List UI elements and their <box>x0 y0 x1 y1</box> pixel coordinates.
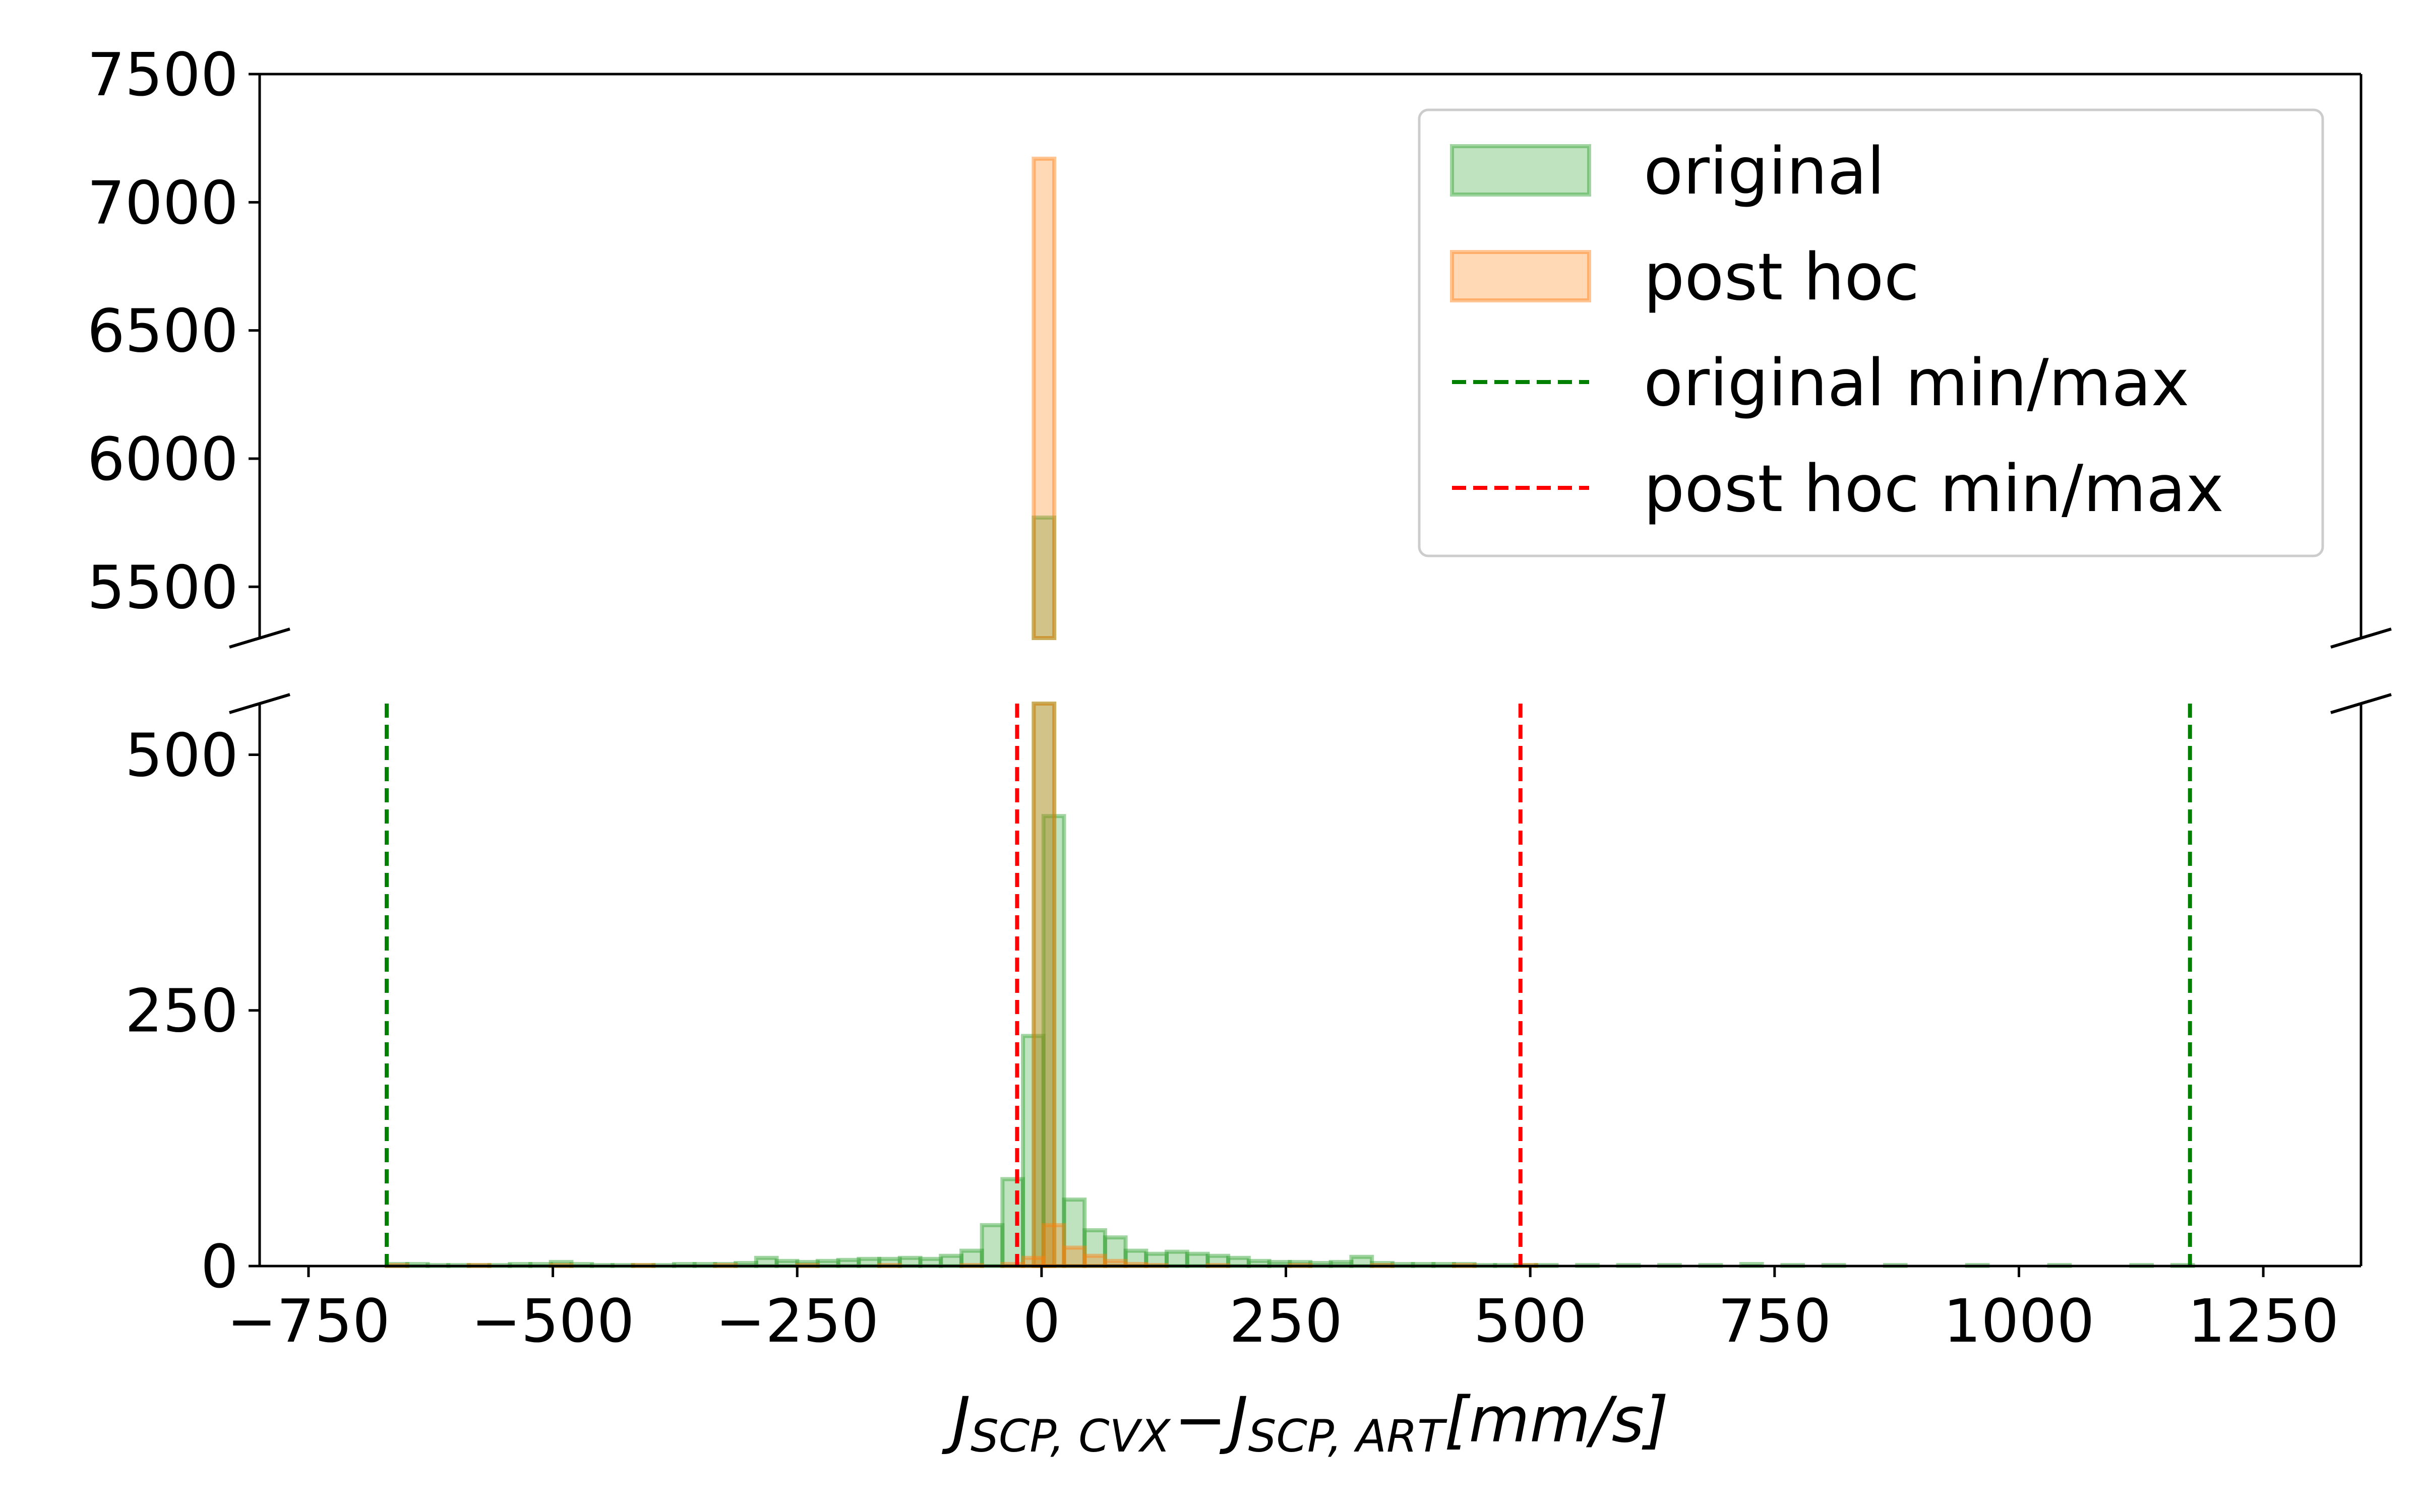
bar-post-hoc-lower <box>1041 1223 1066 1269</box>
x-tick-label: 750 <box>1718 1286 1831 1356</box>
x-tick-label: 0 <box>1022 1286 1060 1356</box>
bar-original-lower <box>1000 1177 1025 1269</box>
reference-lines <box>385 704 2192 1266</box>
lower-panel: 0 250 500 −750 −500 −250 0 250 500 750 1000 1250 <box>125 702 2363 1356</box>
upper-panel: 5500 6000 6500 7000 7500 <box>87 40 2363 641</box>
bar-original-lower <box>1349 1254 1374 1269</box>
x-tick-label: −750 <box>227 1286 390 1356</box>
bar-original-lower <box>1062 1198 1087 1269</box>
break-mark-lower-left <box>229 693 290 714</box>
x-ticks: −750 −500 −250 0 250 500 750 1000 1250 <box>227 1266 2339 1356</box>
bar-original-lower <box>1021 1034 1046 1269</box>
x-tick-label: 1250 <box>2188 1286 2339 1356</box>
x-tick-label: 500 <box>1474 1286 1587 1356</box>
bar-post-hoc-lower <box>1062 1245 1087 1268</box>
upper-y-ticks: 5500 6000 6500 7000 7500 <box>87 40 260 622</box>
x-tick-label: 250 <box>1229 1286 1343 1356</box>
bar-post-hoc-lower <box>1082 1253 1107 1268</box>
bar-original-upper <box>1032 515 1057 641</box>
bar-original-lower <box>1082 1228 1107 1269</box>
bar-original-lower <box>1041 814 1066 1268</box>
x-tick-label: −250 <box>715 1286 879 1356</box>
bar-original-lower <box>939 1253 963 1268</box>
break-mark-upper-right <box>2330 627 2392 649</box>
x-axis-label: JSCP, CVX−JSCP, ART[mm/s] <box>941 1384 1668 1462</box>
bar-original-lower <box>980 1223 1005 1269</box>
axis-break-marks <box>229 627 2392 714</box>
lower-y-ticks: 0 250 500 <box>125 720 260 1301</box>
legend-label: original <box>1644 134 1885 209</box>
x-label-sub2: SCP, ART <box>1248 1410 1448 1462</box>
y-tick-label: 7000 <box>87 168 238 237</box>
break-mark-lower-right <box>2330 693 2392 714</box>
x-label-unit: [mm/s] <box>1444 1384 1669 1457</box>
legend-entries: original post hoc original min/max post hoc… <box>1450 134 2224 527</box>
bar-original-lower <box>1165 1249 1189 1269</box>
legend: original post hoc original min/max post hoc… <box>1418 108 2324 557</box>
legend-swatch-post-hoc <box>1450 250 1591 302</box>
y-tick-label: 7500 <box>87 40 238 109</box>
legend-label: post hoc min/max <box>1644 452 2224 527</box>
bar-post-hoc-lower <box>1032 702 1057 1268</box>
x-tick-label: −500 <box>471 1286 635 1356</box>
bar-original-lower <box>1144 1251 1169 1268</box>
y-tick-label: 500 <box>125 720 238 790</box>
legend-frame <box>1418 108 2324 557</box>
x-label-sub1: SCP, CVX <box>971 1410 1171 1462</box>
y-tick-label: 6000 <box>87 424 238 494</box>
y-tick-label: 5500 <box>87 552 238 622</box>
break-mark-upper-left <box>229 627 290 649</box>
y-tick-label: 250 <box>125 976 238 1046</box>
legend-swatch-original <box>1450 144 1591 197</box>
y-tick-label: 6500 <box>87 296 238 366</box>
x-label-minus: − <box>1174 1384 1227 1457</box>
x-tick-label: 1000 <box>1943 1286 2094 1356</box>
y-tick-label: 0 <box>201 1232 238 1301</box>
bar-original-lower <box>1185 1251 1210 1268</box>
legend-label: post hoc <box>1644 240 1919 315</box>
legend-label: original min/max <box>1644 346 2190 421</box>
bar-post-hoc-upper <box>1032 156 1057 641</box>
upper-bars <box>1032 156 1057 641</box>
